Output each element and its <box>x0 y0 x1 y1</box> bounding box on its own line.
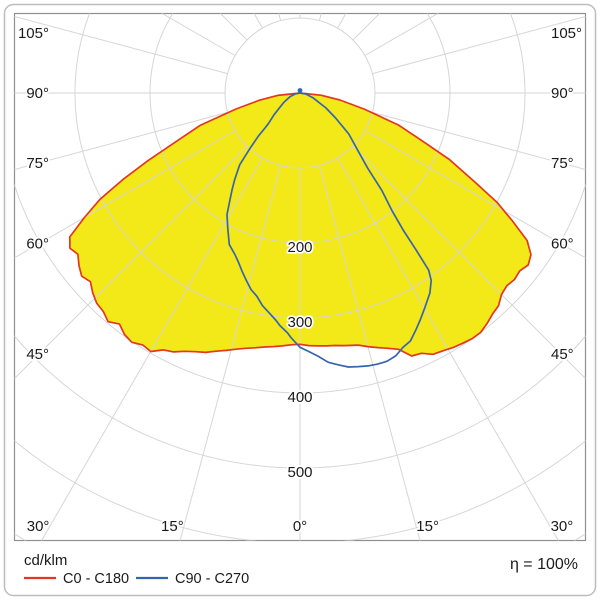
svg-text:90°: 90° <box>551 85 574 102</box>
svg-text:75°: 75° <box>26 155 49 172</box>
svg-text:200: 200 <box>287 239 312 256</box>
svg-text:45°: 45° <box>551 346 574 363</box>
intensity-curves <box>68 88 532 368</box>
svg-text:15°: 15° <box>161 518 184 535</box>
efficiency-label: η = 100% <box>510 556 578 573</box>
svg-text:0°: 0° <box>293 518 307 535</box>
svg-text:60°: 60° <box>551 236 574 253</box>
svg-text:105°: 105° <box>551 25 582 42</box>
svg-text:45°: 45° <box>26 346 49 363</box>
svg-text:30°: 30° <box>551 518 574 535</box>
unit-label: cd/klm <box>24 552 67 569</box>
svg-text:75°: 75° <box>551 155 574 172</box>
axis-labels: 200 300 400 500 105° 90° 75° 60° 45° 30° 15° 0° 15° 3… <box>16 23 584 536</box>
legend-label-c0-c180: C0 - C180 <box>63 571 129 587</box>
svg-text:30°: 30° <box>27 518 50 535</box>
svg-text:105°: 105° <box>18 25 49 42</box>
svg-text:300: 300 <box>287 314 312 331</box>
svg-text:400: 400 <box>287 389 312 406</box>
legend-label-c90-c270: C90 - C270 <box>175 571 249 587</box>
svg-text:500: 500 <box>287 464 312 481</box>
curve-C90 - C270 <box>226 92 433 368</box>
curve-C0 - C180 <box>68 92 532 357</box>
svg-text:60°: 60° <box>26 236 49 253</box>
svg-text:90°: 90° <box>26 85 49 102</box>
svg-text:15°: 15° <box>416 518 439 535</box>
